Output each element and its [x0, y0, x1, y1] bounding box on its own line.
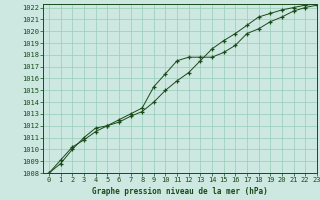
- X-axis label: Graphe pression niveau de la mer (hPa): Graphe pression niveau de la mer (hPa): [92, 187, 268, 196]
